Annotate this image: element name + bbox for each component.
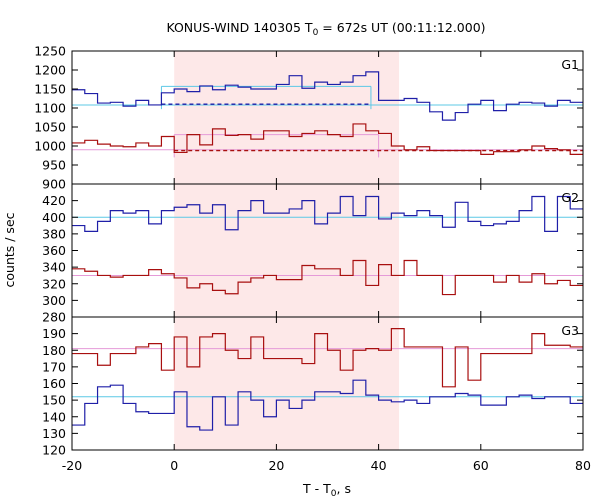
g3-ytick-label: 170 — [42, 359, 66, 374]
g1-ytick-label: 1100 — [34, 101, 66, 116]
g3-ytick-label: 180 — [42, 343, 66, 358]
g3-ytick-label: 190 — [42, 326, 66, 341]
g2-ytick-label: 280 — [42, 310, 66, 325]
g2-ytick-label: 340 — [42, 260, 66, 275]
g3-ytick-label: 150 — [42, 393, 66, 408]
x-tick-label: 0 — [170, 458, 178, 473]
g1-data — [72, 71, 583, 158]
g3-data — [72, 328, 583, 431]
g2-panel-label: G2 — [561, 190, 579, 205]
chart-title: KONUS-WIND 140305 T0 = 672s UT (00:11:12… — [166, 20, 485, 38]
g2-ytick-label: 320 — [42, 276, 66, 291]
g3-ytick-label: 140 — [42, 409, 66, 424]
g2-ytick-label: 360 — [42, 243, 66, 258]
g2-ytick-label: 380 — [42, 226, 66, 241]
x-tick-label: 60 — [473, 458, 489, 473]
g2-series-red — [72, 259, 583, 296]
g2-series-blue — [72, 195, 583, 232]
g2-ytick-label: 420 — [42, 193, 66, 208]
g1-series-red — [72, 123, 583, 155]
x-axis-label: T - T0, s — [302, 481, 351, 499]
g1-ytick-label: 1200 — [34, 63, 66, 78]
y-axis-label: counts / sec — [2, 212, 17, 287]
x-tick-label: 80 — [575, 458, 591, 473]
highlight-band — [174, 51, 400, 450]
g3-ytick-label: 120 — [42, 443, 66, 458]
x-tick-label: -20 — [62, 458, 82, 473]
g1-panel-label: G1 — [561, 57, 579, 72]
g1-ytick-label: 950 — [42, 158, 66, 173]
data-layer — [72, 71, 583, 431]
g1-ytick-label: 1250 — [34, 44, 66, 59]
g2-ytick-label: 300 — [42, 293, 66, 308]
axis-ticks: 900950100010501100115012001250G128030032… — [34, 44, 591, 474]
x-tick-label: 40 — [371, 458, 387, 473]
g1-ytick-label: 1000 — [34, 139, 66, 154]
g3-series-blue — [72, 379, 583, 431]
g3-ytick-label: 160 — [42, 376, 66, 391]
g3-panel-label: G3 — [561, 323, 579, 338]
g1-series-blue — [72, 71, 583, 121]
g1-ytick-label: 1150 — [34, 82, 66, 97]
g2-ytick-label: 400 — [42, 210, 66, 225]
x-tick-label: 20 — [268, 458, 284, 473]
g1-ytick-label: 900 — [42, 177, 66, 192]
burst-interval-highlight — [174, 51, 400, 450]
g3-series-red — [72, 328, 583, 388]
g3-ytick-label: 130 — [42, 426, 66, 441]
g2-data — [72, 195, 583, 296]
g1-ytick-label: 1050 — [34, 120, 66, 135]
